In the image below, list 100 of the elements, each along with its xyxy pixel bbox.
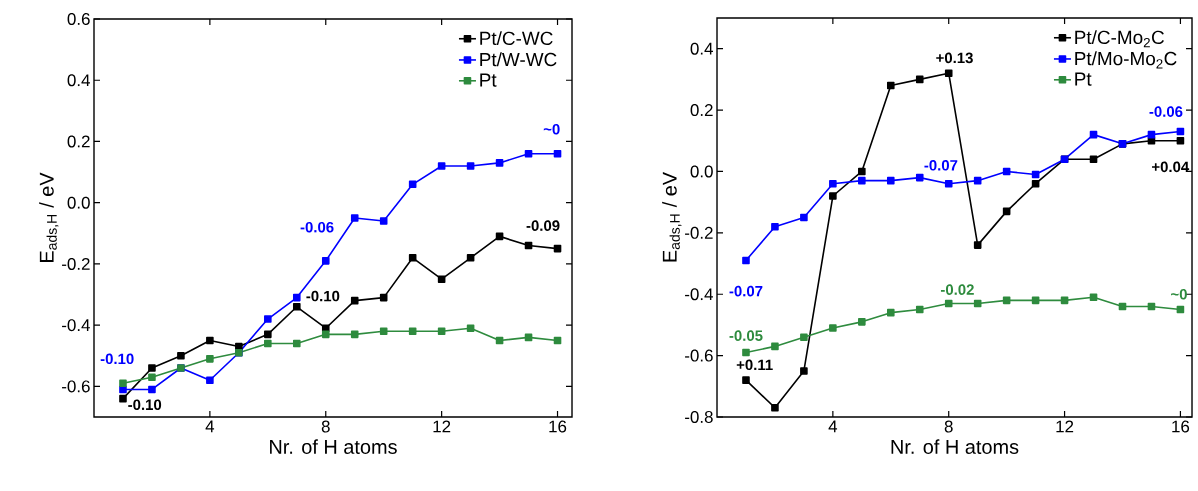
y-tick-label: 0.4 — [690, 42, 713, 55]
point — [466, 162, 475, 170]
x-tick-label: 4 — [205, 420, 215, 433]
point — [771, 222, 779, 231]
x-tick-label: 4 — [828, 420, 838, 433]
point — [1089, 155, 1098, 163]
x-tick-label: 12 — [1056, 420, 1074, 433]
legend-label: Pt/W-WC — [480, 52, 557, 67]
x-tick-label: 16 — [1172, 420, 1190, 433]
point — [148, 385, 156, 394]
annotation: -0.10 — [306, 290, 340, 302]
point — [437, 327, 446, 336]
point — [944, 299, 953, 308]
point — [858, 176, 866, 185]
annotation: -0.10 — [128, 399, 162, 411]
point — [466, 254, 475, 262]
y-axis-title: E$_{ads,H}$ / eV — [662, 172, 682, 262]
point — [944, 179, 953, 188]
point — [321, 330, 330, 339]
y-tick-label: -0.6 — [685, 349, 713, 362]
point — [524, 149, 533, 158]
annotation: -0.09 — [526, 220, 560, 231]
y-tick-label: -0.2 — [62, 257, 90, 270]
x-tick-label: 8 — [321, 420, 330, 433]
annotation: -0.07 — [729, 285, 763, 297]
point — [553, 149, 562, 158]
point — [829, 324, 837, 332]
point — [177, 351, 185, 360]
point — [800, 213, 808, 222]
legend-label: Pt/Mo-Mo$_{2}$C — [1075, 51, 1177, 69]
point — [973, 241, 982, 249]
y-tick-label: 0.6 — [67, 13, 90, 25]
annotation: -0.02 — [940, 284, 974, 295]
point — [858, 318, 866, 326]
point — [321, 324, 330, 333]
y-tick-label: -0.8 — [685, 411, 713, 423]
annotation: +0.04 — [1152, 161, 1190, 173]
point — [292, 339, 301, 348]
point — [379, 327, 388, 336]
point — [437, 162, 446, 170]
point — [379, 217, 388, 225]
point — [264, 330, 272, 339]
point — [206, 376, 214, 385]
point — [944, 69, 953, 78]
point — [206, 355, 214, 363]
point — [437, 275, 446, 284]
point — [886, 308, 895, 317]
point — [742, 256, 750, 265]
annotation: -0.05 — [729, 330, 763, 341]
point — [858, 167, 866, 176]
annotation: -0.06 — [300, 221, 334, 233]
y-tick-label: -0.2 — [685, 226, 713, 239]
point — [321, 257, 330, 265]
x-tick-label: 8 — [944, 420, 953, 433]
y-axis-title: E$_{ads,H}$ / eV — [39, 172, 59, 262]
point — [829, 192, 837, 200]
point — [915, 75, 924, 84]
point — [771, 403, 779, 412]
y-tick-label: -0.4 — [62, 319, 90, 332]
point — [800, 333, 808, 341]
point — [292, 293, 301, 302]
point — [742, 376, 750, 384]
point — [915, 305, 924, 314]
y-tick-label: -0.4 — [685, 288, 713, 301]
annotation: ~0 — [1171, 288, 1187, 300]
annotation: +0.13 — [936, 52, 973, 64]
annotation: +0.11 — [736, 359, 773, 371]
point — [148, 364, 156, 372]
point — [292, 302, 301, 311]
legend-label: Pt/C-WC — [480, 31, 553, 46]
point — [886, 81, 895, 90]
point — [800, 367, 808, 375]
point — [829, 179, 837, 188]
point — [206, 336, 214, 345]
x-tick-label: 12 — [433, 420, 451, 433]
x-axis-title: Nr. of H atoms — [891, 439, 1019, 454]
annotation: ~0 — [543, 123, 560, 135]
point — [886, 176, 895, 185]
point — [1031, 179, 1040, 188]
point — [350, 296, 359, 305]
y-tick-label: -0.6 — [62, 380, 90, 393]
point — [350, 214, 359, 222]
legend-label: Pt — [480, 73, 497, 87]
point — [264, 315, 272, 323]
legend-label: Pt — [1075, 72, 1092, 86]
point — [1089, 293, 1098, 302]
point — [408, 327, 417, 336]
x-axis-title: Nr. of H atoms — [270, 439, 397, 454]
point — [148, 373, 156, 381]
point — [495, 159, 504, 167]
annotation: -0.07 — [924, 160, 958, 171]
point — [915, 173, 924, 182]
point — [350, 330, 359, 339]
point — [466, 324, 475, 333]
annotation: -0.10 — [100, 353, 134, 365]
y-tick-label: 0.2 — [67, 135, 90, 148]
point — [408, 254, 417, 262]
point — [771, 342, 779, 351]
point — [742, 348, 750, 357]
y-tick-label: 0.4 — [67, 74, 90, 87]
